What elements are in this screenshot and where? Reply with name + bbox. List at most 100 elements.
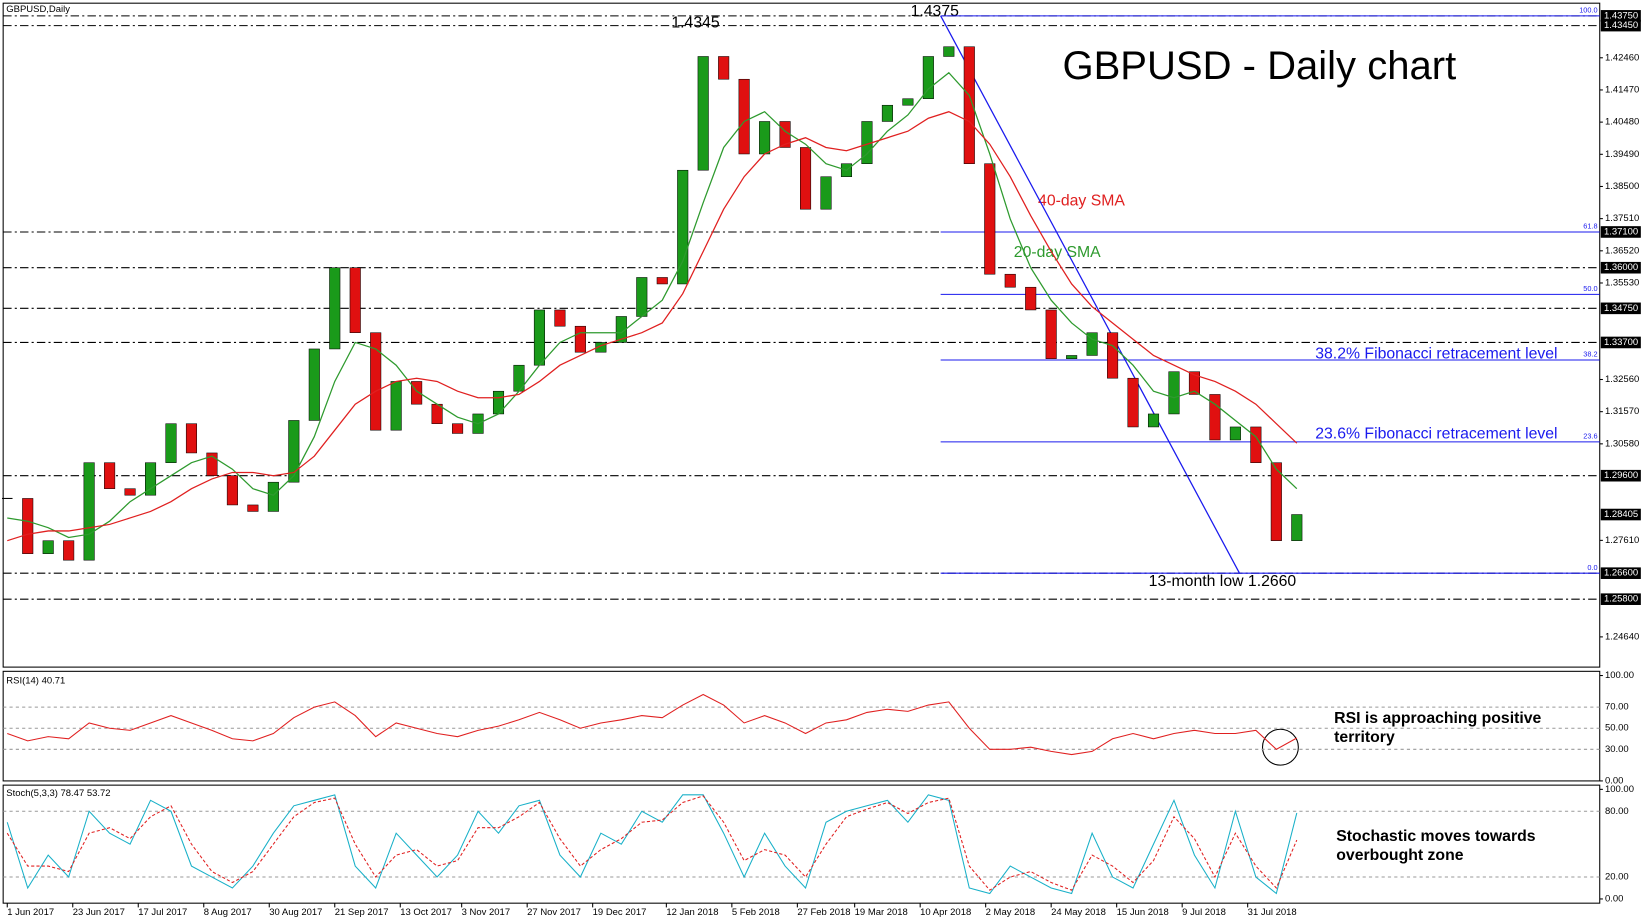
candle: [1291, 514, 1303, 541]
candle: [533, 309, 545, 366]
candle: [226, 475, 238, 506]
y-tick-label: 50.00: [1605, 723, 1629, 734]
y-tick-label: 1.35530: [1605, 277, 1639, 288]
level-box: [1600, 469, 1641, 482]
candle: [922, 56, 934, 99]
level-label: 1.37100: [1604, 226, 1638, 237]
y-tick-label: 100.00: [1605, 784, 1634, 795]
candle: [1045, 309, 1057, 359]
y-tick-label: 0.00: [1605, 893, 1623, 904]
candle: [656, 277, 668, 285]
level-box: [1600, 302, 1641, 315]
rsi-panel: [2, 670, 1601, 782]
fib-label: 23.6: [1583, 432, 1597, 441]
x-tick-label: 27 Feb 2018: [797, 907, 850, 918]
symbol-label: GBPUSD,Daily: [6, 4, 70, 15]
candle: [759, 121, 771, 155]
y-tick-label: 30.00: [1605, 744, 1629, 755]
candle: [42, 540, 54, 554]
fib-label: 61.8: [1583, 222, 1597, 231]
candle: [1147, 413, 1160, 428]
note: Stochastic moves towards: [1336, 828, 1535, 845]
y-tick-label: 1.38500: [1605, 181, 1639, 192]
candle: [22, 498, 34, 554]
main-panel: [2, 2, 1601, 668]
level-label: 1.25800: [1604, 594, 1638, 605]
x-tick-label: 30 Aug 2017: [269, 907, 322, 918]
x-tick-label: 15 Jun 2018: [1117, 907, 1169, 918]
x-tick-label: 10 Apr 2018: [920, 907, 971, 918]
x-tick-label: 12 Jan 2018: [666, 907, 718, 918]
candle: [1025, 286, 1037, 311]
x-tick-label: 27 Nov 2017: [527, 907, 581, 918]
last-price-label: 1.28405: [1604, 509, 1638, 520]
candle: [206, 452, 218, 476]
candle: [83, 462, 95, 561]
candle: [1107, 332, 1119, 379]
candle: [820, 176, 832, 210]
y-tick-label: 1.32560: [1605, 374, 1639, 385]
candle: [124, 488, 136, 496]
level-box: [1600, 593, 1641, 605]
candle: [1188, 371, 1200, 395]
y-tick-label: 1.24640: [1605, 631, 1639, 642]
fib-label: 50.0: [1583, 284, 1597, 293]
stoch-signal: [6, 795, 1298, 891]
candle: [738, 78, 750, 155]
x-tick-label: 9 Jul 2018: [1182, 907, 1226, 918]
x-tick-label: 13 Oct 2017: [400, 907, 452, 918]
candle: [800, 147, 812, 210]
y-tick-label: 1.42460: [1605, 52, 1639, 63]
fib-label: 38.2: [1583, 350, 1597, 359]
candle: [718, 56, 730, 80]
stoch-panel: [2, 784, 1601, 904]
candle: [411, 381, 423, 405]
x-tick-label: 19 Mar 2018: [855, 907, 908, 918]
level-label: 1.29600: [1604, 470, 1638, 481]
candle: [615, 316, 627, 343]
y-tick-label: 1.30580: [1605, 438, 1639, 449]
x-tick-label: 5 Feb 2018: [732, 907, 780, 918]
candle: [1066, 355, 1078, 359]
candle: [308, 348, 320, 421]
candle: [677, 169, 689, 285]
candle: [636, 277, 648, 317]
stoch-title: Stoch(5,3,3) 78.47 53.72: [6, 788, 110, 799]
annotation: 13-month low 1.2660: [1149, 573, 1297, 590]
candle: [1086, 332, 1098, 356]
sma-line: [7, 111, 1298, 542]
level-label: 1.26600: [1604, 568, 1638, 579]
candle: [1270, 462, 1282, 541]
x-tick-label: 24 May 2018: [1051, 907, 1106, 918]
level-box: [1600, 261, 1641, 274]
candle: [63, 540, 75, 561]
candle: [165, 423, 177, 463]
candle: [963, 46, 975, 164]
stoch-main: [6, 794, 1298, 895]
y-tick-label: 100.00: [1605, 670, 1634, 681]
y-tick-label: 1.39490: [1605, 149, 1639, 160]
candle: [1004, 273, 1016, 288]
fib-label: 100.0: [1579, 6, 1597, 15]
candle: [1250, 426, 1262, 463]
note: overbought zone: [1336, 847, 1463, 864]
level-box: [1600, 336, 1641, 349]
x-tick-label: 19 Dec 2017: [593, 907, 647, 918]
y-tick-label: 1.36520: [1605, 245, 1639, 256]
candle: [247, 504, 259, 512]
sma-line: [7, 71, 1298, 539]
x-tick-label: 2 May 2018: [986, 907, 1035, 918]
level-label: 1.33700: [1604, 337, 1638, 348]
x-tick-label: 3 Nov 2017: [462, 907, 510, 918]
fib-label: 0.0: [1587, 563, 1597, 572]
note: RSI is approaching positive: [1334, 710, 1541, 727]
x-tick-label: 23 Jun 2017: [73, 907, 125, 918]
candle: [145, 462, 157, 496]
annotation: 23.6% Fibonacci retracement level: [1315, 425, 1557, 442]
y-tick-label: 80.00: [1605, 806, 1629, 817]
candle: [104, 462, 116, 489]
candle: [349, 267, 361, 333]
candle: [390, 381, 402, 431]
annotation: 40-day SMA: [1038, 192, 1125, 209]
